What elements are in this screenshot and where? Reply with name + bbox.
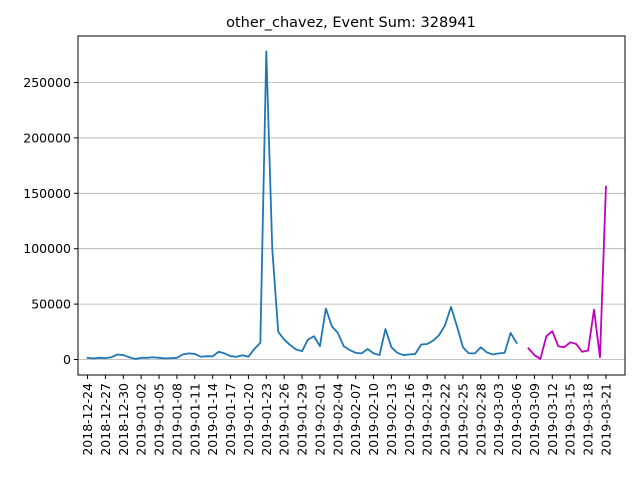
x-tick-label: 2019-02-13 bbox=[384, 383, 399, 456]
series-layer bbox=[86, 50, 607, 360]
series-line-1 bbox=[86, 50, 518, 360]
y-tick-label: 200000 bbox=[23, 130, 71, 145]
x-axis: 2018-12-24 2018-12-27 2018-12-30 2019-01-02… bbox=[80, 375, 613, 456]
x-tick-label: 2019-01-17 bbox=[223, 383, 238, 456]
x-tick-label: 2019-01-29 bbox=[295, 383, 310, 456]
plot-frame bbox=[77, 35, 626, 376]
x-tick-label: 2019-01-20 bbox=[241, 383, 256, 456]
x-tick-label: 2019-01-02 bbox=[134, 383, 149, 456]
x-tick-label: 2019-02-04 bbox=[330, 383, 345, 456]
x-tick-label: 2019-03-09 bbox=[527, 383, 542, 456]
x-tick-label: 2019-01-23 bbox=[259, 383, 274, 456]
x-tick-label: 2019-01-26 bbox=[277, 383, 292, 456]
x-tick-label: 2018-12-24 bbox=[80, 383, 95, 456]
x-tick-label: 2019-02-19 bbox=[420, 383, 435, 456]
x-tick-label: 2019-02-07 bbox=[348, 383, 363, 456]
x-tick-label: 2019-01-11 bbox=[187, 383, 202, 456]
x-tick-label: 2018-12-30 bbox=[116, 383, 131, 456]
x-tick-label: 2018-12-27 bbox=[98, 383, 113, 456]
y-tick-label: 250000 bbox=[23, 75, 71, 90]
grid-lines bbox=[78, 82, 625, 360]
x-tick-label: 2019-02-22 bbox=[438, 383, 453, 456]
y-tick-label: 50000 bbox=[31, 297, 71, 312]
x-tick-label: 2019-01-05 bbox=[152, 383, 167, 456]
x-tick-label: 2019-01-14 bbox=[205, 383, 220, 456]
x-tick-label: 2019-02-01 bbox=[312, 383, 327, 456]
x-tick-label: 2019-03-18 bbox=[581, 383, 596, 456]
x-tick-label: 2019-03-03 bbox=[491, 383, 506, 456]
y-tick-label: 0 bbox=[63, 352, 71, 367]
y-axis: 0 50000 100000 150000 200000 250000 bbox=[23, 75, 78, 367]
x-tick-label: 2019-03-12 bbox=[545, 383, 560, 456]
x-tick-label: 2019-03-06 bbox=[509, 383, 524, 456]
x-tick-label: 2019-02-28 bbox=[473, 383, 488, 456]
x-tick-label: 2019-02-10 bbox=[366, 383, 381, 456]
x-tick-label: 2019-03-15 bbox=[563, 383, 578, 456]
y-tick-label: 150000 bbox=[23, 186, 71, 201]
x-tick-label: 2019-02-25 bbox=[455, 383, 470, 456]
x-tick-label: 2019-03-21 bbox=[598, 383, 613, 456]
series-line-2 bbox=[527, 185, 607, 360]
x-tick-label: 2019-01-08 bbox=[169, 383, 184, 456]
y-tick-label: 100000 bbox=[23, 241, 71, 256]
chart-title: other_chavez, Event Sum: 328941 bbox=[226, 15, 476, 31]
x-tick-label: 2019-02-16 bbox=[402, 383, 417, 456]
